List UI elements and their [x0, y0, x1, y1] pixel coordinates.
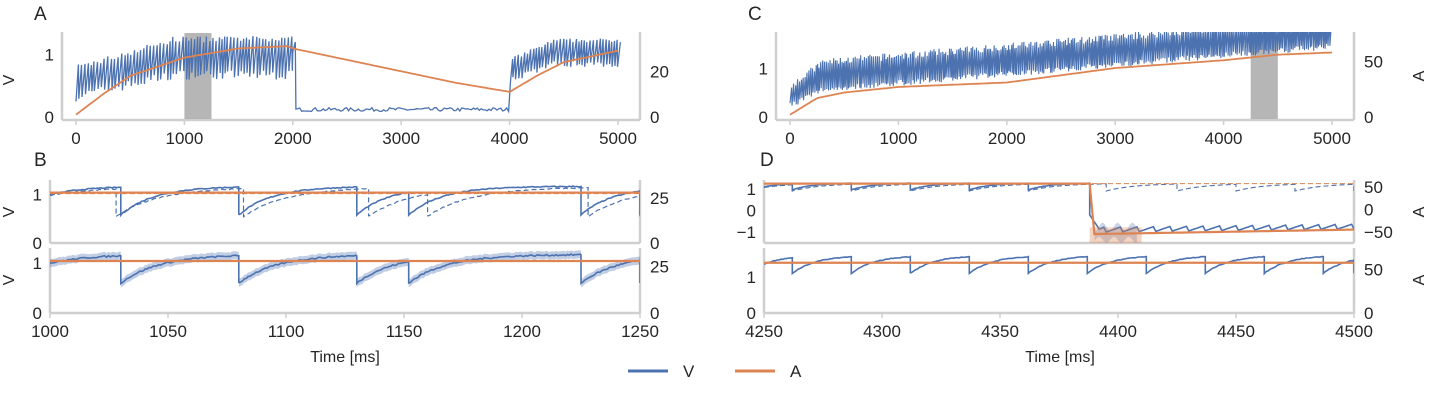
- x-tick-label: 4300: [863, 322, 901, 341]
- x-tick-label: 0: [785, 129, 794, 148]
- x-tick-label: 1050: [149, 322, 187, 341]
- x-tick-label: 0: [71, 129, 80, 148]
- series-v-line: [50, 185, 640, 218]
- x-tick-label: 4500: [1335, 322, 1373, 341]
- panel-c: C A 0 1000 2000 3000 4000 5000 0 1 0 50: [748, 4, 1428, 148]
- legend-v-label: V: [683, 362, 695, 381]
- left-y-tick-label: 0: [747, 304, 756, 323]
- x-tick-label: 1100: [268, 322, 305, 341]
- panel-d: D A A Time [ms] 1 0 −1 50 0 −50 4250 4300 4350 4…: [737, 150, 1428, 366]
- x-tick-label: 4000: [491, 129, 529, 148]
- x-tick-label: 1200: [503, 322, 541, 341]
- panel-b-bottom-clip: [50, 250, 640, 288]
- series-v-prediction: [764, 183, 1354, 192]
- x-tick-label: 5000: [1313, 129, 1351, 148]
- x-tick-label: 1000: [879, 129, 917, 148]
- panel-b-top-plot: 0 1 0 25: [33, 185, 669, 253]
- right-y-tick-label: 20: [650, 62, 669, 81]
- series-v-line: [50, 253, 640, 286]
- right-y-tick-label: 50: [1364, 52, 1383, 71]
- panel-label-c: C: [748, 4, 762, 25]
- panel-label-b: B: [34, 150, 47, 171]
- panel-d-xlabel: Time [ms]: [1025, 349, 1095, 366]
- left-y-tick-label: 0: [759, 108, 768, 127]
- panel-d-top-plot: 1 0 −1 50 0 −50: [737, 178, 1393, 243]
- panel-d-bottom-clip: [764, 255, 1354, 276]
- x-tick-label: 2000: [988, 129, 1026, 148]
- x-tick-label: 3000: [1096, 129, 1134, 148]
- x-tick-label: 1000: [31, 322, 69, 341]
- left-y-tick-label: 0: [33, 234, 42, 253]
- series-v-line: [764, 182, 1354, 233]
- left-y-tick-label: 0: [45, 108, 54, 127]
- right-y-tick-label: 0: [650, 234, 659, 253]
- series-a-line: [789, 51, 1333, 116]
- legend-a-label: A: [790, 362, 802, 381]
- right-y-tick-label: 0: [1364, 304, 1373, 323]
- x-tick-label: 2000: [274, 129, 312, 148]
- panel-label-d: D: [760, 150, 774, 171]
- right-y-tick-label: −50: [1364, 223, 1393, 242]
- series-v-band: [50, 250, 640, 288]
- right-y-tick-label: 0: [650, 108, 659, 127]
- x-tick-label: 5000: [599, 129, 637, 148]
- x-tick-label: 1250: [621, 322, 659, 341]
- left-y-tick-label: 1: [33, 254, 42, 273]
- x-tick-label: 4350: [981, 322, 1019, 341]
- panel-c-plot: 0 1000 2000 3000 4000 5000 0 1 0 50: [759, 32, 1383, 148]
- panel-a-ylabel: V: [1, 74, 18, 85]
- series-a-line: [75, 45, 619, 116]
- left-y-tick-label: 1: [45, 46, 54, 65]
- left-y-tick-label: 1: [33, 186, 42, 205]
- right-y-tick-label: 50: [1364, 261, 1383, 280]
- left-y-tick-label: 1: [747, 180, 756, 199]
- x-tick-label: 3000: [382, 129, 420, 148]
- panel-c-clip: [789, 32, 1333, 116]
- series-v-prediction: [50, 186, 640, 218]
- right-y-tick-label: 50: [1364, 178, 1383, 197]
- x-tick-label: 4400: [1099, 322, 1137, 341]
- panel-b-top-clip: [50, 185, 640, 218]
- panel-b-xlabel: Time [ms]: [310, 349, 380, 366]
- right-y-tick-label: 25: [650, 258, 669, 277]
- right-y-tick-label: 0: [650, 304, 659, 323]
- legend: V A: [628, 362, 802, 381]
- series-v-line: [789, 32, 1332, 106]
- series-v-line: [764, 255, 1354, 276]
- panel-label-a: A: [34, 4, 47, 25]
- left-y-tick-label: 1: [759, 60, 768, 79]
- left-y-tick-label: 0: [33, 304, 42, 323]
- x-tick-label: 1150: [386, 322, 423, 341]
- panel-a-clip: [75, 36, 622, 116]
- right-y-tick-label: 0: [1364, 201, 1373, 220]
- x-tick-label: 1000: [165, 129, 203, 148]
- x-tick-label: 4450: [1217, 322, 1255, 341]
- panel-c-ylabel: A: [1411, 70, 1428, 81]
- series-a-band: [1089, 227, 1142, 243]
- right-y-tick-label: 25: [650, 189, 669, 208]
- left-y-tick-label: 0: [747, 202, 756, 221]
- panel-b-bottom-ylabel: V: [1, 274, 18, 285]
- panel-d-top-ylabel: A: [1411, 206, 1428, 217]
- series-v-line: [75, 36, 622, 114]
- right-y-tick-label: 0: [1364, 108, 1373, 127]
- x-tick-label: 4000: [1205, 129, 1243, 148]
- left-y-tick-label: 1: [747, 268, 756, 287]
- x-tick-label: 4250: [745, 322, 783, 341]
- panel-b-top-ylabel: V: [1, 206, 18, 217]
- panel-d-top-clip: [764, 182, 1354, 243]
- left-y-tick-label: −1: [737, 223, 756, 242]
- panel-d-bottom-ylabel: A: [1411, 274, 1428, 285]
